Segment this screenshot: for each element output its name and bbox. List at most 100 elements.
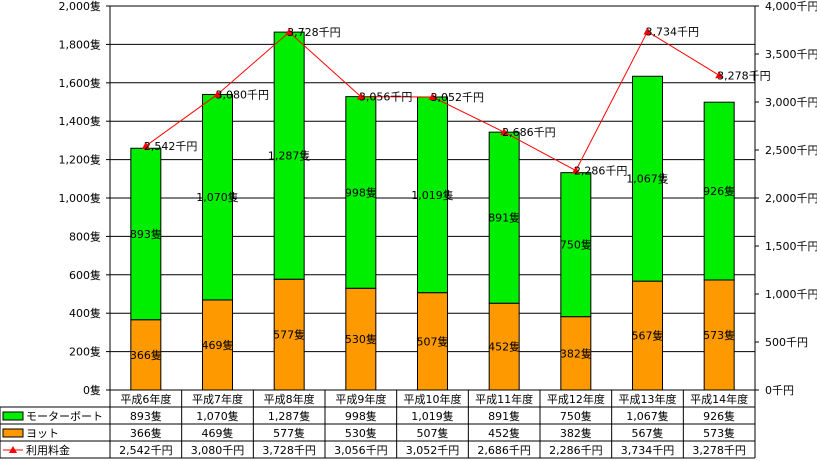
line-fee-data-label: 3,052千円 (431, 91, 485, 104)
table-cell: 382隻 (560, 426, 592, 440)
category-label: 平成14年度 (690, 392, 748, 406)
legend-key (2, 428, 24, 438)
category-label: 平成10年度 (404, 392, 462, 406)
bar-yacht (488, 302, 520, 391)
table-cell: 567隻 (632, 426, 664, 440)
table-cell: 3,056千円 (334, 444, 388, 457)
bar-yacht-data-label: 573隻 (703, 328, 735, 342)
bar-motorboat-data-label: 926隻 (703, 184, 735, 198)
bar-yacht (417, 292, 448, 391)
right-axis-tick-label: 1,000千円 (765, 288, 817, 301)
bar-motorboat-data-label: 998隻 (345, 185, 377, 199)
table-cell: 2,686千円 (477, 444, 531, 457)
line-fee-marker (500, 128, 509, 136)
category-label: 平成9年度 (335, 392, 386, 406)
table-cell: 2,286千円 (549, 444, 603, 457)
bar-motorboat-data-label: 1,067隻 (626, 172, 669, 186)
table-cell: 1,070隻 (196, 409, 239, 423)
left-axis-tick-label: 1,400隻 (59, 114, 102, 128)
bar-yacht (273, 278, 305, 391)
bar-motorboat (560, 172, 592, 318)
bar-motorboat (703, 101, 735, 281)
right-axis-tick-label: 0千円 (765, 384, 794, 397)
line-fee-marker (571, 166, 580, 174)
left-axis-tick-label: 200隻 (69, 345, 101, 359)
bar-motorboat (345, 96, 377, 289)
legend-label: ヨット (26, 427, 59, 440)
table-cell: 469隻 (202, 426, 234, 440)
bar-motorboat (202, 94, 233, 301)
table-cell: 750隻 (560, 409, 592, 423)
bar-motorboat-data-label: 1,070隻 (196, 190, 239, 204)
right-axis-tick-label: 3,000千円 (765, 96, 817, 109)
right-axis-tick-label: 500千円 (765, 336, 808, 349)
category-label: 平成7年度 (192, 392, 243, 406)
line-fee-marker (141, 141, 150, 149)
table-cell: 1,067隻 (626, 409, 669, 423)
category-label: 平成6年度 (120, 392, 171, 406)
table-cell: 577隻 (273, 426, 305, 440)
bar-yacht-data-label: 530隻 (345, 332, 377, 346)
category-label: 平成12年度 (547, 392, 605, 406)
line-fee-data-label: 3,728千円 (287, 26, 341, 39)
right-axis-tick-label: 1,500千円 (765, 240, 817, 253)
table-cell: 3,080千円 (191, 444, 245, 457)
bar-yacht-data-label: 452隻 (488, 340, 520, 354)
left-axis-tick-label: 400隻 (69, 306, 101, 320)
table-cell: 366隻 (130, 426, 162, 440)
bar-motorboat-data-label: 893隻 (130, 227, 162, 241)
legend-key-marker (9, 446, 17, 453)
line-fee-data-label: 2,542千円 (144, 140, 198, 153)
table-cell: 998隻 (345, 409, 377, 423)
table-cell: 530隻 (345, 426, 377, 440)
right-axis-tick-label: 2,500千円 (765, 144, 817, 157)
bar-motorboat (488, 131, 520, 304)
bar-motorboat (417, 96, 448, 294)
left-axis-tick-label: 1,800隻 (59, 37, 102, 51)
line-fee-data-label: 3,278千円 (717, 69, 771, 82)
line-fee-data-label: 2,686千円 (502, 126, 555, 139)
bar-yacht (632, 280, 663, 391)
line-fee-marker (285, 28, 294, 36)
bar-yacht-data-label: 577隻 (273, 328, 305, 342)
bar-motorboat-data-label: 1,287隻 (268, 149, 311, 163)
right-axis-tick-label: 3,500千円 (765, 48, 817, 61)
legend-key (2, 411, 24, 421)
left-axis-tick-label: 1,600隻 (59, 76, 102, 90)
bar-yacht (703, 279, 735, 391)
bar-motorboat (632, 75, 663, 282)
line-fee-data-label: 3,080千円 (216, 88, 270, 101)
line-fee-marker (643, 27, 652, 35)
bar-motorboat (130, 147, 162, 321)
bar-yacht (130, 319, 162, 391)
category-label: 平成8年度 (264, 392, 315, 406)
line-fee-marker (715, 71, 724, 79)
line-fee-marker (213, 90, 222, 98)
bar-yacht-data-label: 469隻 (202, 338, 234, 352)
table-cell: 3,278千円 (692, 444, 746, 457)
table-cell: 893隻 (130, 409, 162, 423)
table-cell: 1,019隻 (411, 409, 454, 423)
left-axis-tick-label: 600隻 (69, 268, 101, 282)
bar-yacht-data-label: 507隻 (417, 334, 449, 348)
category-label: 平成11年度 (475, 392, 533, 406)
right-axis-tick-label: 4,000千円 (765, 0, 817, 13)
line-fee-data-label: 3,734千円 (646, 26, 700, 39)
legend-label: 利用料金 (26, 443, 70, 457)
bar-yacht (560, 316, 592, 391)
table-cell: 3,728千円 (262, 444, 316, 457)
left-axis-tick-label: 1,200隻 (59, 153, 102, 167)
left-axis-tick-label: 2,000隻 (59, 0, 102, 13)
category-label: 平成13年度 (619, 392, 677, 406)
table-cell: 891隻 (488, 409, 520, 423)
line-fee-marker (356, 92, 365, 100)
line-fee-data-label: 2,286千円 (574, 165, 628, 178)
left-axis-tick-label: 0隻 (83, 383, 101, 397)
bar-yacht-data-label: 382隻 (560, 346, 592, 360)
table-cell: 452隻 (488, 426, 520, 440)
line-fee-data-label: 3,056千円 (359, 91, 413, 104)
bar-motorboat (273, 31, 305, 280)
line-fee-marker (428, 93, 437, 101)
bar-motorboat-data-label: 1,019隻 (411, 188, 454, 202)
